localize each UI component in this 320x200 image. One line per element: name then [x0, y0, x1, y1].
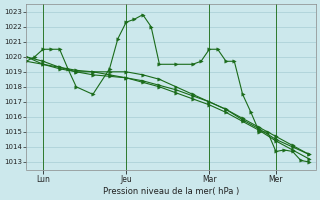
- X-axis label: Pression niveau de la mer( hPa ): Pression niveau de la mer( hPa ): [103, 187, 239, 196]
